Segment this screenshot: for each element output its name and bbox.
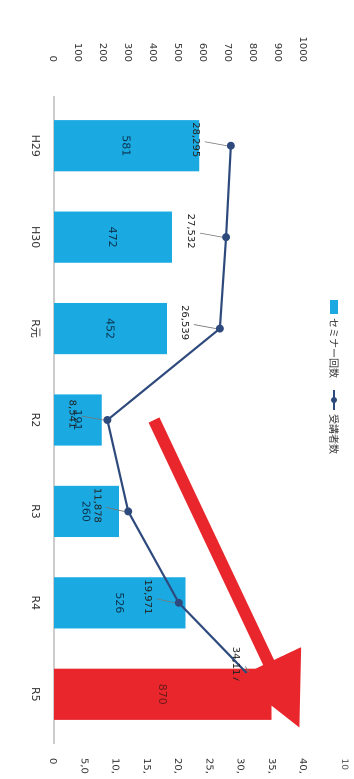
bar-value-label: 260	[80, 501, 93, 522]
legend-line-marker	[331, 397, 337, 403]
right-axis-tick-label: 25,000	[203, 758, 214, 774]
line-label-leader	[156, 598, 175, 604]
left-axis-tick-label: 400	[147, 43, 158, 62]
line-label-leader	[200, 232, 223, 238]
bar-value-label: 191	[71, 410, 84, 431]
line-value-label: 27,532	[185, 214, 196, 249]
bar-value-label: 472	[106, 227, 119, 248]
left-axis-tick-label: 900	[272, 43, 283, 62]
right-axis-tick-label: 10,000	[110, 758, 121, 774]
bar-r3	[54, 485, 119, 538]
increase-arrow	[148, 417, 302, 728]
line-point	[103, 416, 112, 424]
left-axis-tick-label: 100	[72, 43, 83, 62]
category-label: R4	[29, 596, 42, 611]
left-axis-tick-label: 300	[122, 43, 133, 62]
right-axis-tick-label: 35,000	[266, 758, 277, 774]
left-axis-tick-label: 0	[47, 56, 58, 62]
bar-r2	[54, 394, 102, 446]
line-value-label: 28,295	[190, 122, 201, 157]
page-number: 10	[339, 759, 349, 771]
right-axis-tick-label: 5,000	[78, 758, 89, 774]
legend-line-label: 受講者数	[327, 414, 340, 454]
left-axis-tick-label: 800	[247, 43, 258, 62]
line-label-leader	[193, 324, 216, 329]
category-label: H29	[29, 135, 42, 157]
category-label: R元	[29, 319, 42, 338]
bar-value-label: 526	[113, 592, 126, 613]
line-value-label: 34,117	[230, 647, 241, 682]
line-point	[263, 690, 272, 699]
line-label-leader	[106, 507, 125, 512]
line-point	[226, 141, 235, 150]
bar-r4	[54, 577, 186, 629]
line-point	[215, 324, 224, 333]
line-value-label: 19,971	[142, 579, 153, 614]
category-label: H30	[29, 226, 42, 248]
left-axis-tick-label: 600	[197, 43, 208, 62]
bar-value-label: 870	[156, 684, 169, 705]
right-axis-tick-label: 30,000	[235, 758, 246, 774]
bar-value-label: 452	[104, 318, 117, 339]
legend-bar-swatch	[330, 300, 338, 314]
line-label-leader	[81, 415, 104, 421]
line-label-leader	[204, 141, 227, 147]
bar-r元	[54, 302, 167, 355]
left-axis-tick-label: 500	[172, 43, 183, 62]
right-axis-tick-label: 0	[47, 758, 58, 764]
bar-h30	[54, 211, 172, 263]
category-label: R3	[29, 504, 42, 519]
bar-value-label: 581	[120, 135, 133, 156]
left-axis-tick-label: 700	[222, 43, 233, 62]
line-point	[222, 233, 231, 242]
line-value-label: 26,539	[179, 305, 190, 340]
category-label: R5	[29, 687, 42, 702]
line-value-label: 11,878	[91, 488, 102, 523]
category-label: R2	[29, 413, 42, 428]
line-point	[124, 507, 133, 516]
right-axis-tick-label: 15,000	[141, 758, 152, 774]
line-value-label: 8,541	[66, 400, 77, 429]
bar-r5	[54, 668, 272, 720]
line-point	[174, 598, 183, 607]
legend-bar-label: セミナー回数	[327, 318, 340, 378]
bar-h29	[54, 120, 200, 172]
right-axis-tick-label: 20,000	[172, 758, 183, 774]
left-axis-tick-label: 1000	[297, 37, 308, 62]
left-axis-tick-label: 200	[97, 43, 108, 62]
right-axis-tick-label: 40,000	[297, 758, 308, 774]
